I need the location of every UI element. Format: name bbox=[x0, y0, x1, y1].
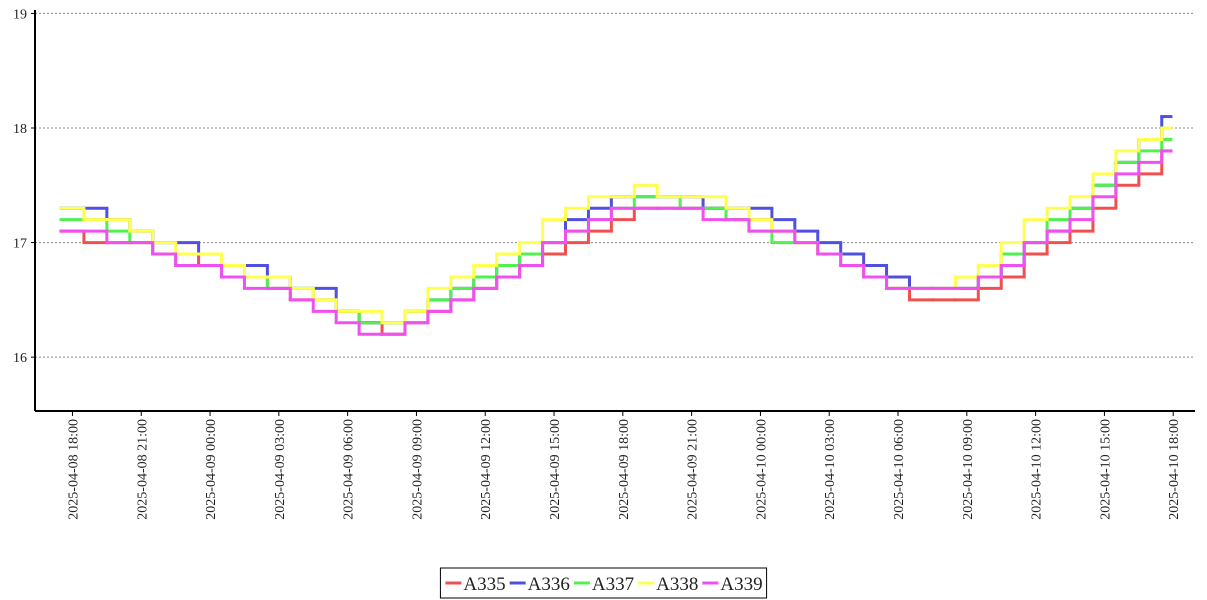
y-tick-label: 17 bbox=[13, 237, 27, 252]
x-tick-label: 2025-04-09 12:00 bbox=[479, 419, 494, 520]
legend-label: A335 bbox=[463, 574, 505, 595]
x-tick-label: 2025-04-08 21:00 bbox=[135, 419, 150, 520]
x-tick-label: 2025-04-10 12:00 bbox=[1030, 419, 1045, 520]
legend-label: A339 bbox=[720, 574, 762, 595]
x-tick-label: 2025-04-10 03:00 bbox=[823, 419, 838, 520]
legend: A335 A336 A337 A338 A339 bbox=[439, 567, 768, 599]
y-tick-label: 18 bbox=[13, 122, 27, 137]
x-tick-label: 2025-04-09 15:00 bbox=[548, 419, 563, 520]
legend-box bbox=[439, 567, 768, 599]
y-tick-label: 19 bbox=[13, 7, 27, 22]
series bbox=[59, 137, 1173, 325]
series bbox=[59, 149, 1173, 336]
x-tick-label: 2025-04-09 09:00 bbox=[410, 419, 425, 520]
x-tick-label: 2025-04-09 06:00 bbox=[342, 419, 357, 520]
x-tick-label: 2025-04-09 18:00 bbox=[617, 419, 632, 520]
x-tick-label: 2025-04-10 18:00 bbox=[1167, 419, 1182, 520]
x-tick-label: 2025-04-09 21:00 bbox=[686, 419, 701, 520]
plot-area bbox=[59, 115, 1173, 336]
x-tick-label: 2025-04-10 06:00 bbox=[892, 419, 907, 520]
legend-label: A337 bbox=[592, 574, 634, 595]
legend-label: A336 bbox=[528, 574, 570, 595]
x-tick-label: 2025-04-09 00:00 bbox=[204, 419, 219, 520]
x-tick-label: 2025-04-08 18:00 bbox=[66, 419, 81, 520]
x-tick-label: 2025-04-10 15:00 bbox=[1098, 419, 1113, 520]
legend-label: A338 bbox=[656, 574, 698, 595]
grid bbox=[35, 12, 1195, 358]
x-tick-label: 2025-04-10 09:00 bbox=[961, 419, 976, 520]
y-tick-label: 16 bbox=[13, 351, 27, 366]
x-tick-label: 2025-04-09 03:00 bbox=[273, 419, 288, 520]
x-tick-label: 2025-04-10 00:00 bbox=[754, 419, 769, 520]
series bbox=[59, 126, 1173, 325]
